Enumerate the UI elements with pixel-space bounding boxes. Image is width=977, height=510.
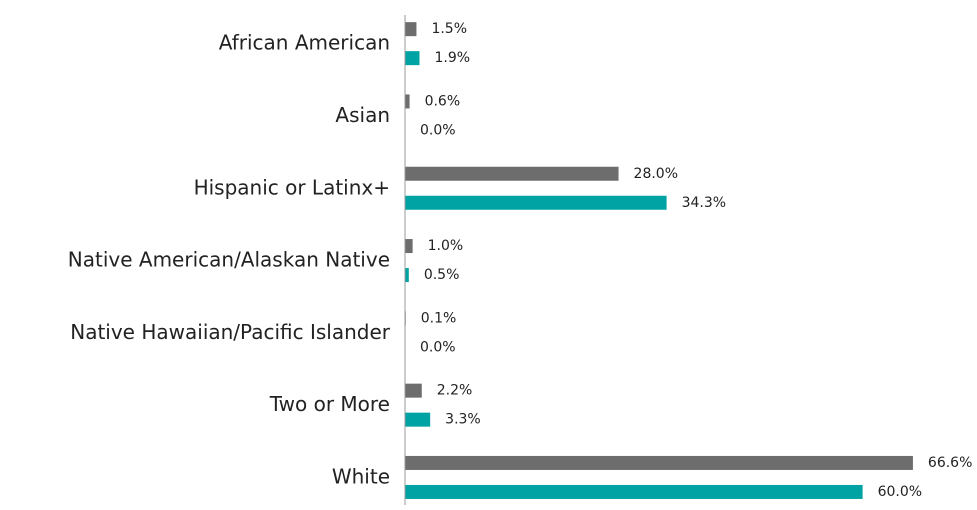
category-label: African American <box>219 31 390 55</box>
bar <box>405 195 667 210</box>
bar <box>405 484 863 499</box>
value-label: 3.3% <box>445 412 481 428</box>
value-label: 28.0% <box>634 166 678 182</box>
category-label: Hispanic or Latinx+ <box>194 175 390 199</box>
category-label: Native American/Alaskan Native <box>68 248 390 272</box>
value-label: 60.0% <box>878 484 922 500</box>
bar <box>405 455 913 470</box>
value-label: 0.0% <box>420 122 456 138</box>
value-label: 2.2% <box>437 383 473 399</box>
value-label: 1.0% <box>428 238 464 254</box>
value-label: 0.1% <box>421 310 457 326</box>
bar <box>405 412 431 427</box>
value-label: 66.6% <box>928 455 972 471</box>
bar <box>405 383 422 398</box>
bar <box>405 22 417 37</box>
bar <box>405 239 413 254</box>
value-label: 0.6% <box>425 93 461 109</box>
value-label: 1.9% <box>434 50 470 66</box>
value-label: 0.5% <box>424 267 460 283</box>
bar <box>405 94 410 109</box>
bar <box>405 268 409 283</box>
category-label: Two or More <box>269 392 390 416</box>
bar <box>405 166 619 181</box>
category-label: Asian <box>335 103 390 127</box>
category-label: Native Hawaiian/Pacific Islander <box>70 320 391 344</box>
bar <box>405 51 420 66</box>
value-label: 0.0% <box>420 339 456 355</box>
value-label: 34.3% <box>682 195 726 211</box>
value-label: 1.5% <box>431 21 467 37</box>
category-label: White <box>332 464 390 488</box>
